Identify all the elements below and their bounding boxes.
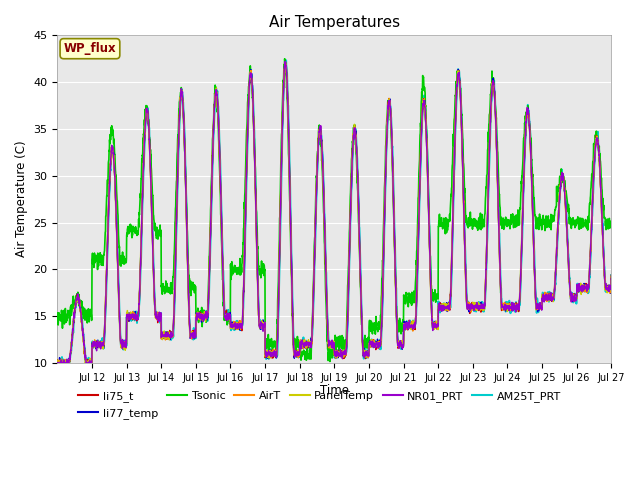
PanelTemp bbox=[281, 60, 289, 65]
li75_t bbox=[109, 150, 116, 156]
AirT bbox=[54, 361, 61, 367]
NR01_PRT bbox=[282, 59, 289, 64]
li77_temp bbox=[607, 276, 615, 281]
li77_temp bbox=[54, 359, 61, 365]
Tsonic bbox=[326, 359, 333, 364]
Tsonic bbox=[502, 216, 509, 222]
Line: li75_t: li75_t bbox=[58, 62, 611, 368]
NR01_PRT bbox=[109, 146, 116, 152]
PanelTemp bbox=[607, 277, 615, 283]
NR01_PRT bbox=[54, 361, 61, 367]
AM25T_PRT bbox=[109, 144, 116, 149]
NR01_PRT bbox=[600, 258, 607, 264]
Tsonic bbox=[600, 203, 607, 208]
AirT bbox=[600, 255, 607, 261]
NR01_PRT bbox=[607, 276, 615, 281]
Legend: li75_t, li77_temp, Tsonic, AirT, PanelTemp, NR01_PRT, AM25T_PRT: li75_t, li77_temp, Tsonic, AirT, PanelTe… bbox=[74, 387, 566, 423]
PanelTemp bbox=[109, 149, 116, 155]
Title: Air Temperatures: Air Temperatures bbox=[269, 15, 400, 30]
li75_t bbox=[282, 60, 289, 65]
li77_temp bbox=[65, 366, 73, 372]
PanelTemp bbox=[228, 323, 236, 329]
AM25T_PRT bbox=[228, 324, 236, 330]
AirT bbox=[282, 59, 289, 65]
li77_temp bbox=[533, 301, 541, 307]
PanelTemp bbox=[368, 339, 376, 345]
AirT bbox=[228, 322, 236, 328]
Line: Tsonic: Tsonic bbox=[58, 59, 611, 361]
PanelTemp bbox=[83, 364, 91, 370]
Text: WP_flux: WP_flux bbox=[63, 42, 116, 55]
Tsonic bbox=[607, 222, 615, 228]
AirT bbox=[533, 303, 541, 309]
li77_temp bbox=[502, 306, 509, 312]
Line: AM25T_PRT: AM25T_PRT bbox=[58, 60, 611, 369]
li75_t bbox=[600, 263, 607, 269]
Line: NR01_PRT: NR01_PRT bbox=[58, 61, 611, 368]
AirT bbox=[368, 341, 376, 347]
Tsonic bbox=[109, 131, 116, 136]
li77_temp bbox=[109, 147, 116, 153]
Line: AirT: AirT bbox=[58, 62, 611, 366]
li75_t bbox=[533, 302, 541, 308]
PanelTemp bbox=[54, 357, 61, 363]
AM25T_PRT bbox=[600, 252, 607, 258]
AM25T_PRT bbox=[61, 366, 68, 372]
AirT bbox=[60, 363, 67, 369]
li75_t bbox=[502, 304, 509, 310]
Tsonic bbox=[368, 321, 376, 327]
PanelTemp bbox=[502, 304, 509, 310]
NR01_PRT bbox=[533, 303, 541, 309]
AM25T_PRT bbox=[54, 360, 61, 366]
li75_t bbox=[368, 343, 376, 349]
li77_temp bbox=[282, 59, 289, 64]
AirT bbox=[607, 274, 615, 280]
li77_temp bbox=[600, 259, 607, 264]
Y-axis label: Air Temperature (C): Air Temperature (C) bbox=[15, 141, 28, 257]
PanelTemp bbox=[600, 264, 607, 270]
AM25T_PRT bbox=[533, 310, 541, 316]
li75_t bbox=[228, 324, 236, 330]
Tsonic bbox=[228, 263, 236, 268]
X-axis label: Time: Time bbox=[320, 384, 349, 397]
AM25T_PRT bbox=[368, 343, 376, 348]
NR01_PRT bbox=[85, 365, 93, 371]
AM25T_PRT bbox=[607, 272, 615, 278]
li75_t bbox=[607, 272, 615, 278]
AirT bbox=[502, 302, 509, 308]
li77_temp bbox=[228, 326, 236, 332]
Tsonic bbox=[281, 56, 289, 61]
PanelTemp bbox=[533, 306, 541, 312]
AirT bbox=[109, 146, 116, 152]
NR01_PRT bbox=[368, 341, 376, 347]
Line: PanelTemp: PanelTemp bbox=[58, 62, 611, 367]
Line: li77_temp: li77_temp bbox=[58, 61, 611, 369]
li75_t bbox=[54, 365, 62, 371]
AM25T_PRT bbox=[282, 57, 290, 63]
li75_t bbox=[54, 357, 61, 362]
li77_temp bbox=[368, 344, 376, 349]
NR01_PRT bbox=[502, 307, 509, 312]
Tsonic bbox=[54, 310, 61, 316]
Tsonic bbox=[533, 218, 541, 224]
NR01_PRT bbox=[228, 324, 236, 330]
AM25T_PRT bbox=[502, 303, 509, 309]
